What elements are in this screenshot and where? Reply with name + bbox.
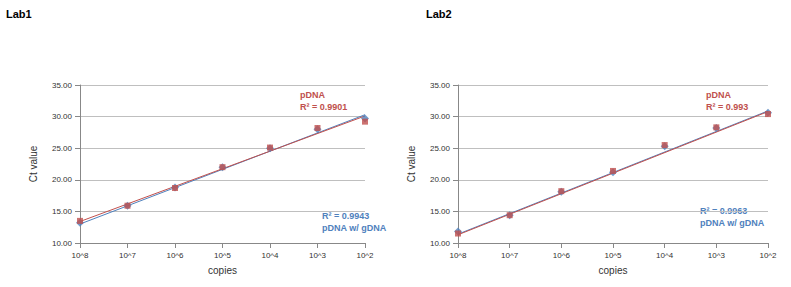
svg-text:35.00: 35.00	[52, 81, 73, 90]
svg-text:Ct value: Ct value	[406, 145, 417, 182]
svg-text:10^4: 10^4	[656, 251, 674, 260]
svg-text:10^8: 10^8	[449, 251, 467, 260]
svg-text:pDNA: pDNA	[300, 90, 325, 100]
svg-text:35.00: 35.00	[430, 81, 451, 90]
svg-text:Ct value: Ct value	[28, 145, 39, 182]
svg-text:10^7: 10^7	[119, 251, 137, 260]
svg-text:10.00: 10.00	[430, 239, 451, 248]
svg-text:R² = 0.9963: R² = 0.9963	[700, 206, 747, 216]
svg-text:20.00: 20.00	[430, 175, 451, 184]
svg-text:R² = 0.9943: R² = 0.9943	[322, 210, 370, 221]
svg-text:10^6: 10^6	[166, 251, 184, 260]
svg-text:10^2: 10^2	[356, 251, 374, 260]
svg-text:pDNA: pDNA	[706, 90, 731, 100]
svg-text:10^7: 10^7	[501, 251, 519, 260]
svg-text:R² = 0.9901: R² = 0.9901	[300, 102, 347, 112]
svg-text:10^8: 10^8	[71, 251, 89, 260]
svg-text:Lab1: Lab1	[6, 8, 32, 20]
svg-text:10^2: 10^2	[759, 251, 777, 260]
svg-text:copies: copies	[208, 265, 237, 276]
svg-text:15.00: 15.00	[430, 207, 451, 216]
svg-text:15.00: 15.00	[52, 207, 73, 216]
svg-text:Lab2: Lab2	[426, 8, 452, 20]
svg-text:copies: copies	[599, 265, 628, 276]
svg-text:pDNA w/ gDNA: pDNA w/ gDNA	[322, 223, 387, 233]
svg-text:10^3: 10^3	[708, 251, 726, 260]
svg-text:10^3: 10^3	[309, 251, 327, 260]
svg-text:10^4: 10^4	[261, 251, 279, 260]
svg-text:10.00: 10.00	[52, 239, 73, 248]
svg-text:20.00: 20.00	[52, 175, 73, 184]
svg-text:10^6: 10^6	[553, 251, 571, 260]
svg-text:25.00: 25.00	[52, 144, 73, 153]
svg-text:10^5: 10^5	[214, 251, 232, 260]
svg-text:10^5: 10^5	[604, 251, 622, 260]
svg-text:pDNA w/ gDNA: pDNA w/ gDNA	[700, 218, 765, 228]
svg-text:30.00: 30.00	[52, 112, 73, 121]
svg-text:25.00: 25.00	[430, 144, 451, 153]
svg-text:R² = 0.993: R² = 0.993	[706, 102, 748, 112]
svg-text:30.00: 30.00	[430, 112, 451, 121]
